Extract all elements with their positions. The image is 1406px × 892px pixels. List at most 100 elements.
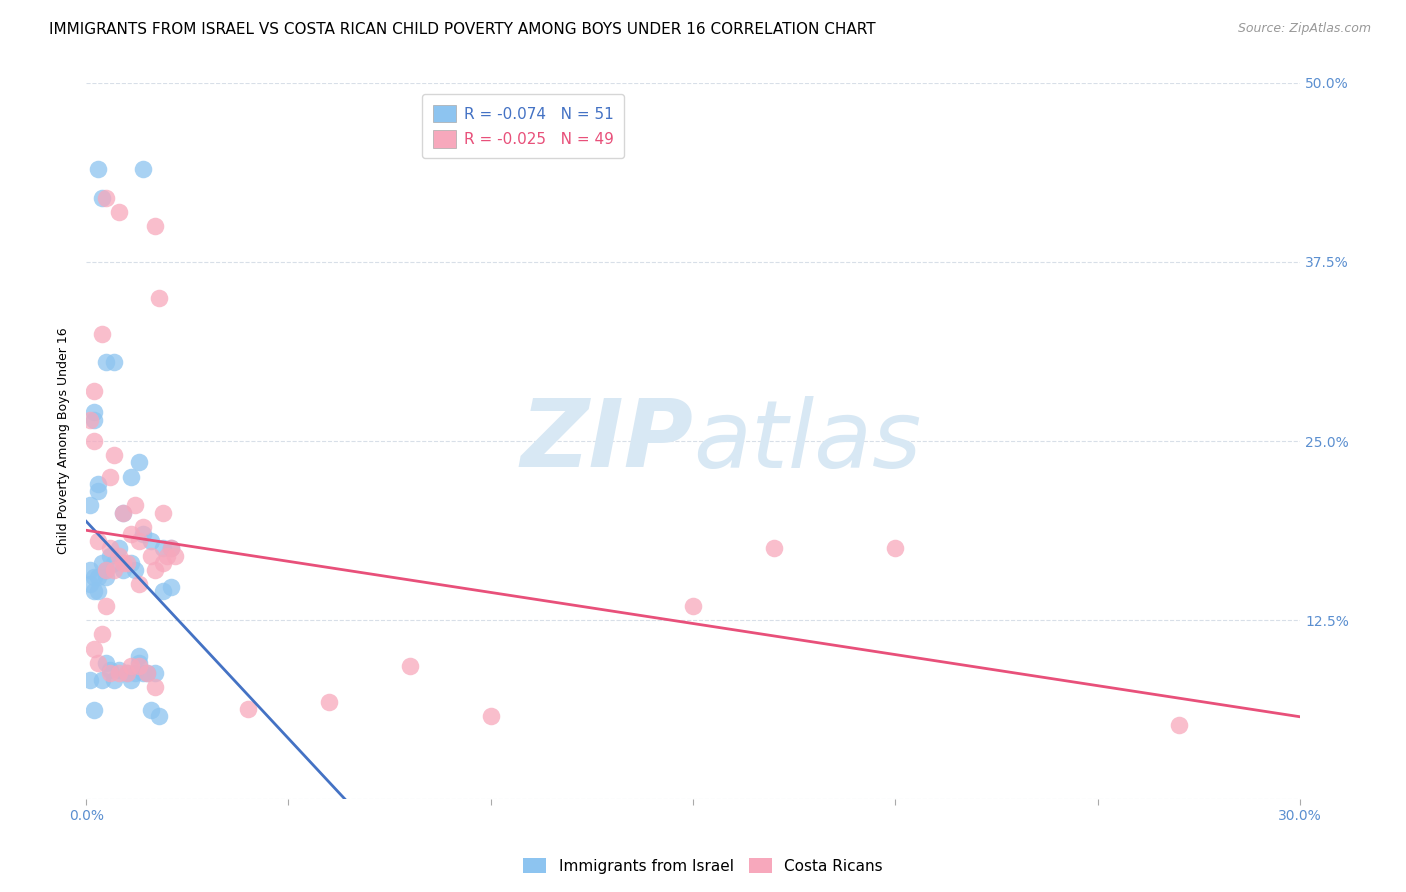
Point — [100, 541, 122, 556]
Point — [1167, 717, 1189, 731]
Legend: Immigrants from Israel, Costa Ricans: Immigrants from Israel, Costa Ricans — [517, 852, 889, 880]
Point — [79, 412, 101, 426]
Point — [83, 703, 105, 717]
Point — [399, 658, 422, 673]
Point — [479, 709, 502, 723]
Text: Source: ZipAtlas.com: Source: ZipAtlas.com — [1237, 22, 1371, 36]
Point — [143, 219, 166, 234]
Point — [107, 666, 129, 681]
Point — [96, 563, 118, 577]
Point — [124, 666, 146, 681]
Point — [87, 584, 110, 599]
Point — [139, 549, 162, 563]
Point — [83, 405, 105, 419]
Point — [120, 470, 142, 484]
Point — [91, 556, 114, 570]
Point — [103, 556, 125, 570]
Point — [135, 666, 157, 681]
Point — [107, 204, 129, 219]
Y-axis label: Child Poverty Among Boys Under 16: Child Poverty Among Boys Under 16 — [58, 327, 70, 554]
Point — [87, 570, 110, 584]
Point — [115, 666, 138, 681]
Point — [124, 563, 146, 577]
Point — [96, 563, 118, 577]
Point — [148, 709, 170, 723]
Point — [143, 681, 166, 695]
Point — [128, 534, 150, 549]
Point — [132, 520, 155, 534]
Point — [79, 563, 101, 577]
Point — [103, 448, 125, 462]
Point — [156, 549, 179, 563]
Point — [152, 541, 174, 556]
Point — [120, 658, 142, 673]
Point — [128, 658, 150, 673]
Point — [152, 556, 174, 570]
Point — [115, 666, 138, 681]
Point — [103, 355, 125, 369]
Point — [103, 563, 125, 577]
Point — [160, 541, 183, 556]
Point — [165, 549, 187, 563]
Point — [107, 549, 129, 563]
Point — [91, 673, 114, 688]
Point — [152, 506, 174, 520]
Point — [100, 470, 122, 484]
Point — [120, 673, 142, 688]
Point — [91, 190, 114, 204]
Point — [87, 656, 110, 670]
Point — [87, 534, 110, 549]
Point — [884, 541, 907, 556]
Point — [132, 161, 155, 176]
Point — [87, 484, 110, 499]
Point — [100, 666, 122, 681]
Point — [79, 499, 101, 513]
Point — [236, 702, 259, 716]
Point — [120, 527, 142, 541]
Point — [143, 666, 166, 681]
Point — [87, 477, 110, 491]
Point — [96, 599, 118, 613]
Point — [111, 563, 134, 577]
Point — [111, 506, 134, 520]
Point — [87, 161, 110, 176]
Point — [107, 663, 129, 677]
Point — [79, 673, 101, 688]
Point — [111, 506, 134, 520]
Point — [135, 666, 157, 681]
Point — [96, 190, 118, 204]
Point — [103, 673, 125, 688]
Point — [160, 580, 183, 594]
Point — [96, 570, 118, 584]
Point — [128, 577, 150, 591]
Point — [128, 455, 150, 469]
Point — [148, 291, 170, 305]
Point — [128, 648, 150, 663]
Point — [100, 549, 122, 563]
Point — [139, 534, 162, 549]
Point — [160, 541, 183, 556]
Legend: R = -0.074   N = 51, R = -0.025   N = 49: R = -0.074 N = 51, R = -0.025 N = 49 — [422, 95, 624, 159]
Point — [124, 499, 146, 513]
Point — [96, 355, 118, 369]
Point — [139, 703, 162, 717]
Point — [128, 656, 150, 670]
Point — [91, 627, 114, 641]
Point — [132, 666, 155, 681]
Point — [83, 384, 105, 398]
Point — [132, 527, 155, 541]
Point — [318, 695, 340, 709]
Point — [152, 584, 174, 599]
Text: atlas: atlas — [693, 395, 921, 486]
Point — [83, 641, 105, 656]
Point — [91, 326, 114, 341]
Point — [83, 434, 105, 448]
Point — [83, 412, 105, 426]
Point — [100, 663, 122, 677]
Point — [682, 599, 704, 613]
Text: IMMIGRANTS FROM ISRAEL VS COSTA RICAN CHILD POVERTY AMONG BOYS UNDER 16 CORRELAT: IMMIGRANTS FROM ISRAEL VS COSTA RICAN CH… — [49, 22, 876, 37]
Text: ZIP: ZIP — [520, 395, 693, 487]
Point — [83, 570, 105, 584]
Point — [79, 577, 101, 591]
Point — [763, 541, 786, 556]
